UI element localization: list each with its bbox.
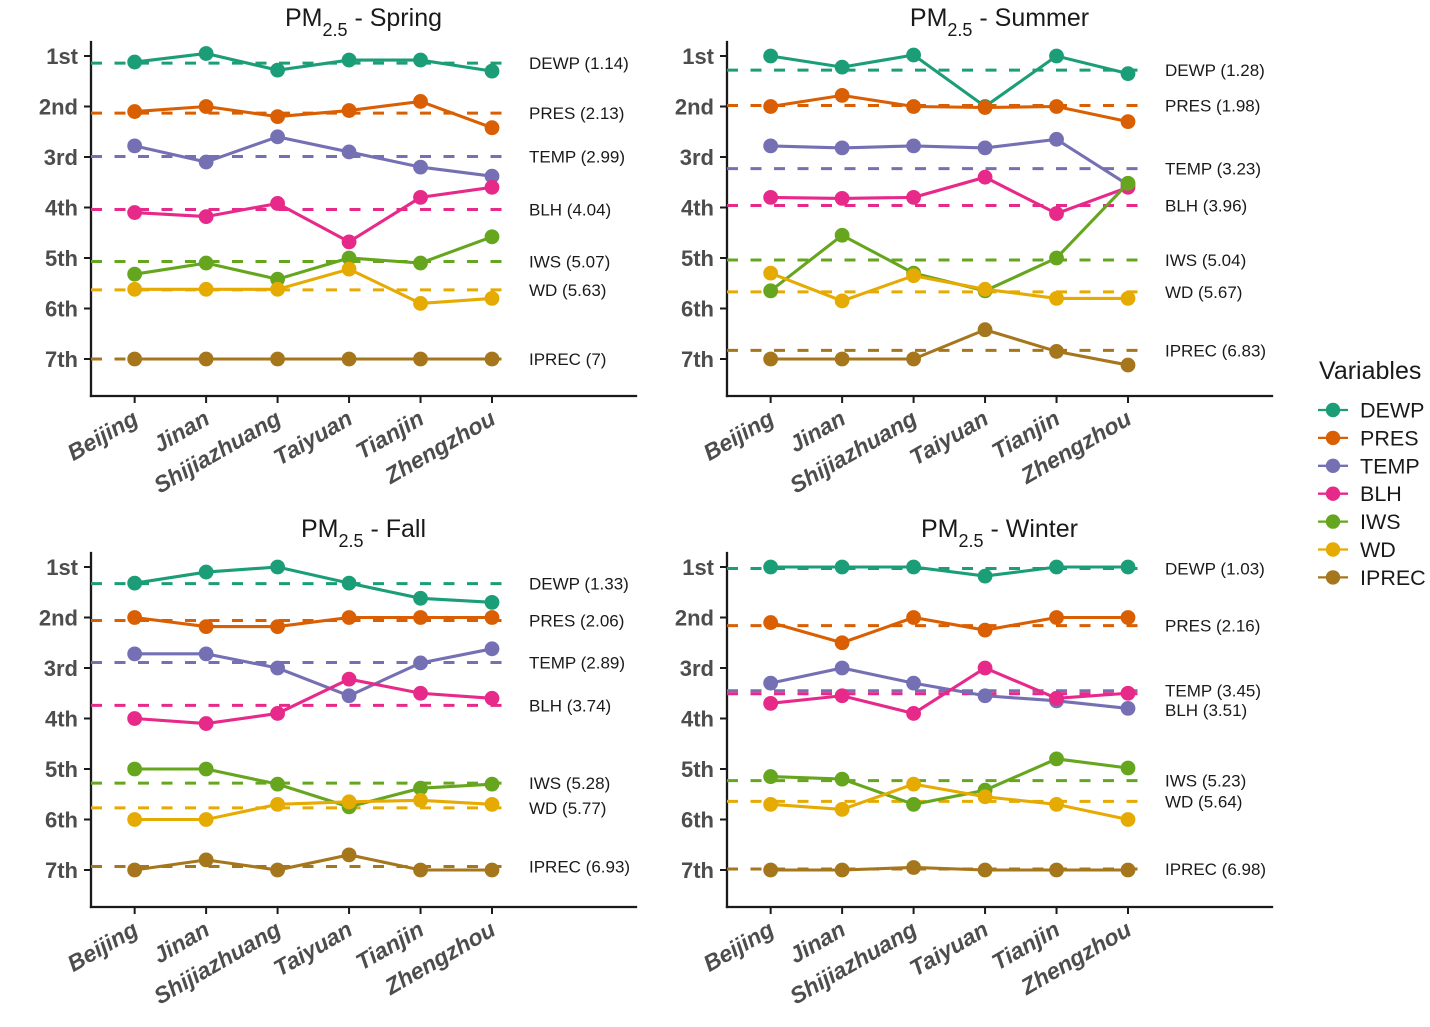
svg-text:TEMP (3.45): TEMP (3.45)	[1165, 682, 1261, 701]
svg-text:1st: 1st	[682, 555, 714, 580]
svg-text:4th: 4th	[45, 196, 78, 221]
svg-text:3rd: 3rd	[44, 145, 78, 170]
svg-text:IPREC (6.93): IPREC (6.93)	[529, 858, 630, 877]
svg-text:IWS (5.04): IWS (5.04)	[1165, 251, 1246, 270]
svg-text:IPREC (6.83): IPREC (6.83)	[1165, 341, 1266, 360]
svg-text:PRES (1.98): PRES (1.98)	[1165, 97, 1260, 116]
svg-text:BLH (3.51): BLH (3.51)	[1165, 701, 1247, 720]
svg-text:PRES (2.06): PRES (2.06)	[529, 612, 624, 631]
svg-text:2nd: 2nd	[39, 95, 78, 120]
svg-text:1st: 1st	[46, 555, 78, 580]
svg-text:3rd: 3rd	[680, 656, 714, 681]
svg-text:5th: 5th	[45, 246, 78, 271]
svg-text:6th: 6th	[681, 297, 714, 322]
svg-text:TEMP (2.89): TEMP (2.89)	[529, 653, 625, 672]
svg-text:5th: 5th	[681, 246, 714, 271]
svg-text:7th: 7th	[45, 347, 78, 372]
svg-text:PRES (2.16): PRES (2.16)	[1165, 617, 1260, 636]
svg-text:WD (5.67): WD (5.67)	[1165, 283, 1242, 302]
svg-text:2nd: 2nd	[675, 606, 714, 631]
svg-text:4th: 4th	[45, 707, 78, 732]
svg-text:6th: 6th	[45, 808, 78, 833]
svg-text:7th: 7th	[681, 347, 714, 372]
svg-text:IPREC (6.98): IPREC (6.98)	[1165, 860, 1266, 879]
svg-text:DEWP (1.03): DEWP (1.03)	[1165, 560, 1265, 579]
svg-text:4th: 4th	[681, 196, 714, 221]
svg-text:4th: 4th	[681, 707, 714, 732]
svg-text:IWS (5.28): IWS (5.28)	[529, 774, 610, 793]
svg-text:TEMP (3.23): TEMP (3.23)	[1165, 160, 1261, 179]
svg-text:BLH (4.04): BLH (4.04)	[529, 201, 611, 220]
svg-text:3rd: 3rd	[680, 145, 714, 170]
svg-text:6th: 6th	[45, 297, 78, 322]
svg-text:WD (5.63): WD (5.63)	[529, 281, 606, 300]
svg-text:7th: 7th	[45, 858, 78, 883]
svg-text:IWS: IWS	[1360, 510, 1401, 534]
svg-text:WD (5.77): WD (5.77)	[529, 799, 606, 818]
svg-text:TEMP: TEMP	[1360, 454, 1420, 478]
svg-text:DEWP: DEWP	[1360, 399, 1425, 423]
svg-text:DEWP (1.28): DEWP (1.28)	[1165, 61, 1265, 80]
svg-text:PRES (2.13): PRES (2.13)	[529, 104, 624, 123]
svg-text:2nd: 2nd	[39, 606, 78, 631]
svg-text:IPREC (7): IPREC (7)	[529, 350, 606, 369]
svg-text:WD (5.64): WD (5.64)	[1165, 792, 1242, 811]
svg-text:3rd: 3rd	[44, 656, 78, 681]
svg-text:IPREC: IPREC	[1360, 566, 1426, 590]
svg-text:1st: 1st	[682, 44, 714, 69]
svg-text:Variables: Variables	[1319, 357, 1421, 385]
svg-text:PRES: PRES	[1360, 426, 1419, 450]
svg-text:BLH (3.74): BLH (3.74)	[529, 696, 611, 715]
svg-text:1st: 1st	[46, 44, 78, 69]
svg-text:WD: WD	[1360, 538, 1396, 562]
svg-text:6th: 6th	[681, 808, 714, 833]
svg-text:2nd: 2nd	[675, 95, 714, 120]
svg-text:BLH: BLH	[1360, 482, 1402, 506]
svg-text:5th: 5th	[45, 757, 78, 782]
svg-text:7th: 7th	[681, 858, 714, 883]
svg-text:5th: 5th	[681, 757, 714, 782]
svg-text:IWS (5.23): IWS (5.23)	[1165, 772, 1246, 791]
svg-text:BLH (3.96): BLH (3.96)	[1165, 197, 1247, 216]
svg-text:DEWP (1.33): DEWP (1.33)	[529, 575, 629, 594]
svg-text:DEWP (1.14): DEWP (1.14)	[529, 54, 629, 73]
svg-text:IWS (5.07): IWS (5.07)	[529, 253, 610, 272]
svg-text:TEMP (2.99): TEMP (2.99)	[529, 148, 625, 167]
